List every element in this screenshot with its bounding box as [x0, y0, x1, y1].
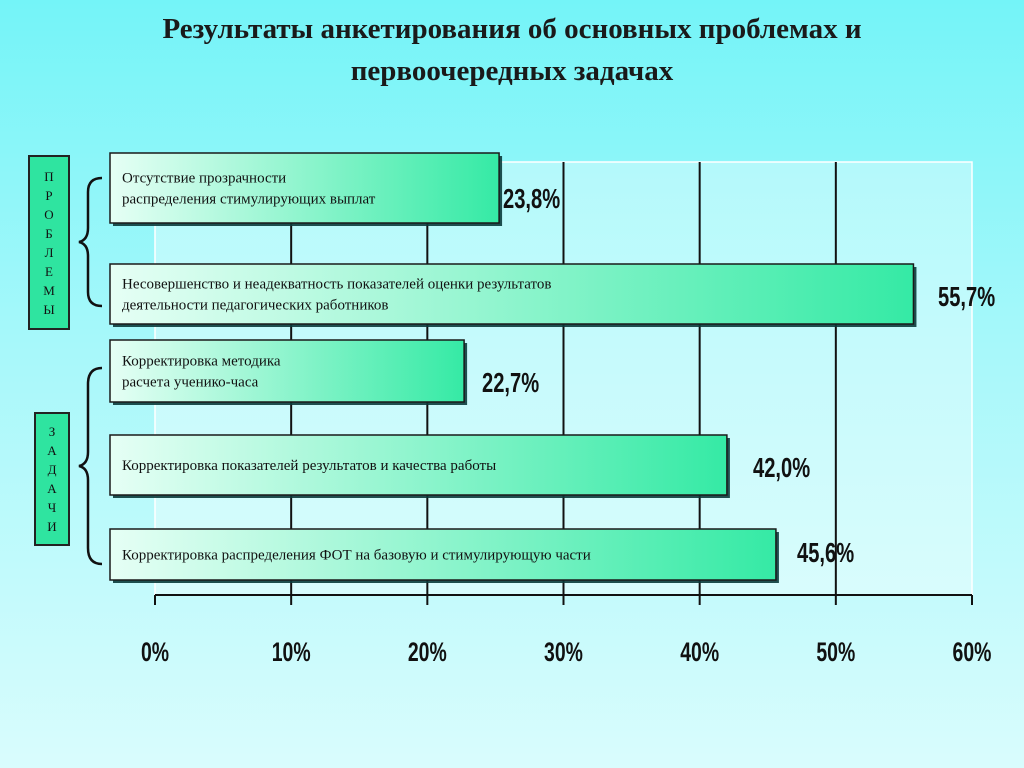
- bar-rect: [109, 152, 500, 224]
- x-tick-label: 0%: [141, 637, 169, 667]
- x-tick-label: 20%: [408, 637, 447, 667]
- x-tick-label: 60%: [953, 637, 992, 667]
- bar-category-line: Отсутствие прозрачности: [122, 171, 286, 187]
- bar-value-label: 42,0%: [753, 453, 810, 484]
- group-label-letter: Ч: [47, 500, 57, 515]
- group-label-letter: А: [47, 443, 57, 458]
- x-tick-label: 40%: [680, 637, 719, 667]
- bar-category-line: деятельности педагогических работников: [122, 298, 388, 314]
- group-label-letter: Л: [44, 244, 54, 260]
- bar-rect: [109, 434, 728, 496]
- bar-category-label: Отсутствие прозрачности распределения сти…: [122, 171, 376, 208]
- group-label-letter: Е: [45, 263, 53, 279]
- group-label-letter: Ы: [43, 301, 55, 317]
- bar-rect: [109, 528, 777, 581]
- problems-brace-icon: [78, 176, 103, 308]
- bar-value-label: 45,6%: [797, 538, 854, 569]
- bar-category-line: расчета ученико-часа: [122, 375, 259, 391]
- bar: Корректировка методика расчета ученико-ча…: [109, 339, 468, 405]
- bar-value-label: 55,7%: [938, 282, 995, 313]
- group-label-letter: М: [43, 282, 55, 298]
- bar-category-label: Несовершенство и неадекватность показате…: [122, 277, 552, 314]
- bar: Отсутствие прозрачности распределения сти…: [109, 152, 503, 226]
- bar: Корректировка распределения ФОТ на базов…: [109, 528, 779, 583]
- bar-category-line: Корректировка распределения ФОТ на базов…: [122, 548, 591, 564]
- x-tick-label: 10%: [272, 637, 311, 667]
- bar-category-line: распределения стимулирующих выплат: [122, 192, 376, 208]
- bar: Корректировка показателей результатов и …: [109, 434, 730, 498]
- bar-category-label: Корректировка показателей результатов и …: [122, 458, 496, 474]
- group-label-letter: А: [47, 481, 57, 496]
- bar-category-line: Корректировка методика: [122, 354, 281, 370]
- x-tick-label: 30%: [544, 637, 583, 667]
- bars: Отсутствие прозрачности распределения сти…: [109, 152, 917, 583]
- bar-category-line: Несовершенство и неадекватность показате…: [122, 277, 552, 293]
- bar-category-label: Корректировка распределения ФОТ на базов…: [122, 548, 591, 564]
- value-labels: 23,8% 55,7% 22,7% 42,0% 45,6%: [482, 184, 995, 569]
- group-label-letter: П: [44, 168, 54, 184]
- bar-value-label: 23,8%: [503, 184, 560, 215]
- tasks-brace-icon: [78, 366, 103, 566]
- x-tick-label: 50%: [816, 637, 855, 667]
- bar-category-label: Корректировка методика расчета ученико-ча…: [122, 354, 281, 391]
- group-label-letter: З: [48, 424, 56, 439]
- bar-rect: [109, 263, 915, 325]
- group-label-letter: О: [44, 206, 54, 222]
- group-label-letter: И: [47, 519, 57, 534]
- x-axis: 0% 10% 20% 30% 40% 50% 60%: [141, 594, 992, 667]
- group-label-letter: Д: [47, 462, 57, 477]
- group-label-letter: Б: [45, 225, 53, 241]
- group-label-letter: Р: [45, 187, 53, 203]
- page-title: Результаты анкетирования об основных про…: [162, 13, 862, 87]
- bar: Несовершенство и неадекватность показате…: [109, 263, 917, 327]
- bar-category-line: Корректировка показателей результатов и …: [122, 458, 496, 474]
- bar-rect: [109, 339, 465, 403]
- bar-value-label: 22,7%: [482, 368, 539, 399]
